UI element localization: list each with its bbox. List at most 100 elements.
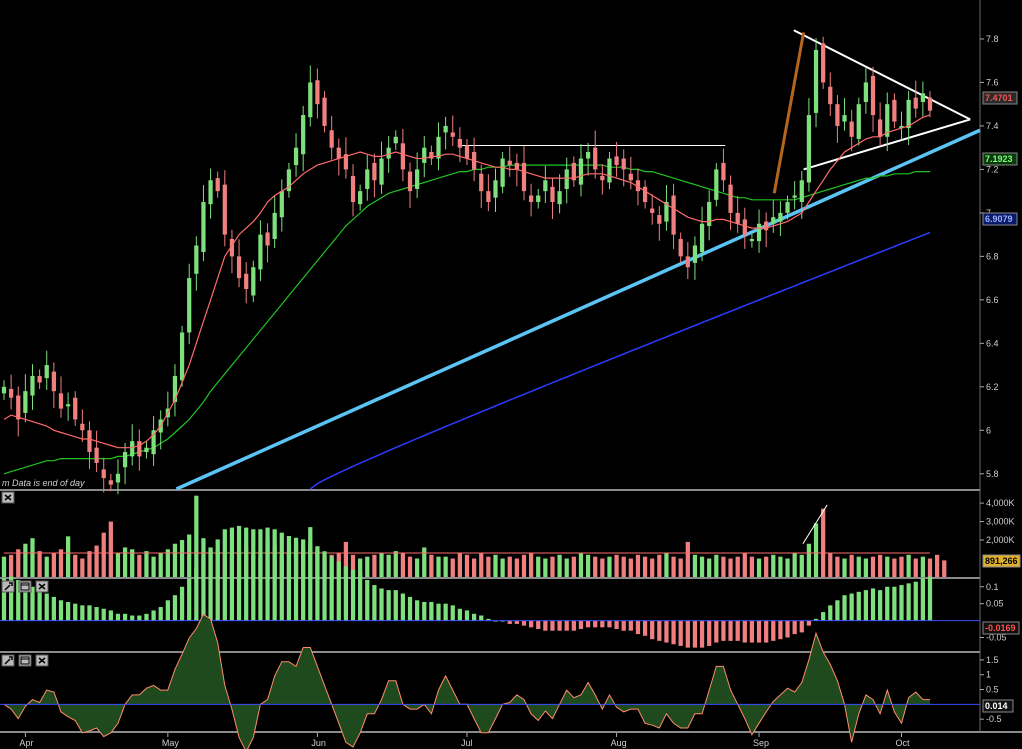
volume-bar — [600, 558, 605, 577]
candle — [507, 146, 512, 177]
oscillator-bar — [137, 615, 142, 621]
volume-bar — [849, 554, 854, 577]
candle — [44, 350, 49, 390]
momentum-tick-label: -0.5 — [986, 714, 1002, 724]
candle — [464, 138, 470, 166]
candle — [756, 209, 762, 253]
oscillator-bar — [870, 588, 876, 621]
candle — [415, 152, 420, 199]
wrench-icon[interactable] — [1, 580, 15, 593]
volume-bar — [942, 560, 947, 577]
oscillator-bar — [528, 620, 534, 628]
candle — [101, 457, 106, 493]
volume-bar — [65, 536, 71, 577]
oscillator-bar — [415, 600, 420, 621]
volume-bar — [920, 556, 925, 577]
candle — [571, 156, 576, 187]
volume-bar — [521, 554, 527, 577]
candle — [835, 95, 840, 143]
candle — [443, 116, 448, 150]
x-tick-label: Jun — [311, 738, 326, 748]
candle — [322, 91, 327, 133]
ma-short-badge: 7.1923 — [982, 152, 1018, 166]
volume-bar — [187, 534, 192, 577]
candle — [771, 200, 776, 233]
volume-bar — [771, 554, 776, 577]
candle — [593, 130, 598, 179]
price-tick-label: 7.6 — [986, 77, 999, 87]
volume-bar — [358, 558, 363, 577]
volume-bar — [386, 554, 391, 577]
wrench-icon[interactable] — [1, 654, 15, 667]
close-icon[interactable] — [35, 654, 49, 667]
window-icon[interactable] — [18, 580, 32, 593]
volume-bar — [650, 558, 655, 577]
volume-bar — [935, 554, 940, 577]
candle — [393, 130, 398, 150]
volume-bar — [764, 556, 769, 577]
candle — [828, 72, 833, 116]
candle — [201, 185, 206, 262]
candle — [692, 236, 698, 280]
volume-bar — [906, 554, 911, 577]
oscillator-bar — [51, 596, 56, 621]
volume-bar — [899, 556, 904, 577]
oscillator-bar — [179, 586, 185, 621]
volume-bar — [678, 558, 683, 577]
volume-bar — [721, 556, 726, 577]
window-icon[interactable] — [18, 654, 32, 667]
candle — [172, 364, 178, 417]
oscillator-bar — [878, 590, 883, 621]
candle — [179, 325, 185, 387]
oscillator-bar — [714, 620, 719, 643]
oscillator-bar — [450, 605, 455, 621]
oscillator-bar — [892, 586, 897, 621]
volume-bar — [379, 552, 384, 577]
volume-bar — [194, 495, 199, 577]
volume-bar — [892, 558, 897, 577]
candle — [500, 152, 505, 194]
volume-bar — [16, 549, 21, 577]
candle — [429, 145, 434, 166]
momentum-tick-label: 1 — [986, 670, 991, 680]
oscillator-bar — [122, 613, 128, 621]
volume-bar — [372, 554, 377, 577]
volume-bar — [500, 558, 505, 577]
oscillator-bar — [343, 566, 349, 621]
candle — [657, 205, 662, 241]
price-ma-short-line — [3, 114, 931, 449]
price-y-axis: 5.866.26.46.66.877.27.47.67.8 — [980, 34, 999, 479]
volume-bar — [87, 551, 92, 577]
candle — [842, 98, 847, 131]
candle — [407, 162, 413, 209]
candle — [685, 242, 690, 279]
oscillator-bar — [821, 612, 826, 621]
oscillator-bar — [728, 620, 733, 641]
candle — [493, 168, 498, 213]
candle — [514, 153, 519, 187]
oscillator-bar — [293, 537, 299, 621]
oscillator-bar — [244, 527, 249, 621]
close-icon[interactable] — [35, 580, 49, 593]
oscillator-bar — [707, 620, 712, 646]
volume-bar — [799, 554, 804, 577]
price-tick-label: 5.8 — [986, 469, 999, 479]
oscillator-bar — [165, 600, 170, 621]
oscillator-bar — [194, 568, 199, 621]
volume-bar — [350, 554, 356, 577]
oscillator-bar — [764, 620, 769, 643]
oscillator-bar — [236, 525, 242, 621]
close-icon[interactable] — [1, 491, 15, 504]
candle — [16, 386, 21, 437]
oscillator-bar — [856, 591, 861, 621]
candle — [350, 164, 356, 217]
candle — [856, 97, 861, 146]
candle — [714, 162, 719, 207]
volume-bar — [749, 556, 755, 577]
volume-bar — [472, 558, 477, 577]
x-axis: Apr May Jun Jul Aug Sep Oct — [19, 733, 910, 748]
oscillator-bar — [657, 620, 662, 641]
candle — [30, 364, 35, 410]
volume-bar — [94, 545, 99, 577]
volume-bar — [30, 538, 35, 577]
